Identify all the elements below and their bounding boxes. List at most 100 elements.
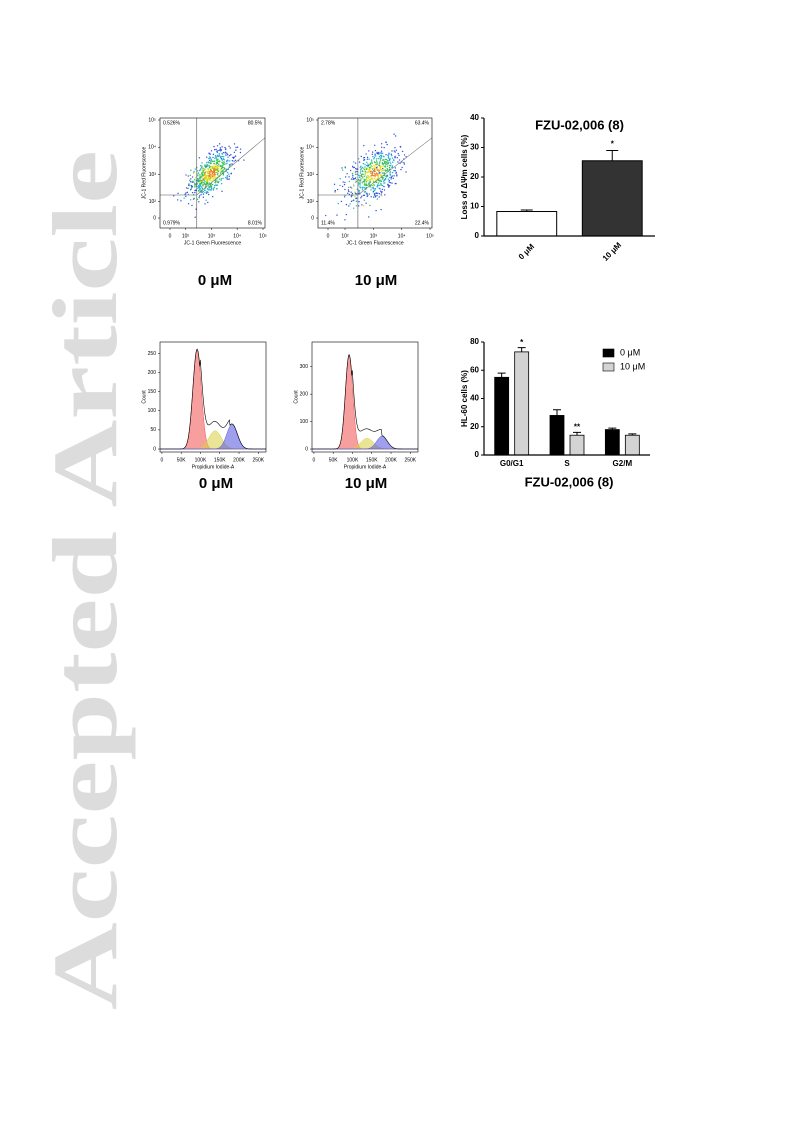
cell-dot <box>216 188 218 190</box>
cell-dot <box>209 165 211 168</box>
cell-dot <box>213 160 216 162</box>
cell-dot <box>377 169 380 171</box>
cell-dot <box>357 179 360 181</box>
cell-dot <box>394 151 396 153</box>
fit-peak <box>160 430 266 450</box>
cell-dot <box>401 161 403 163</box>
cell-dot <box>202 175 204 177</box>
cell-dot <box>396 156 398 159</box>
cell-dot <box>189 181 192 183</box>
cell-dot <box>216 184 219 186</box>
cell-dot <box>373 187 375 190</box>
cell-dot <box>239 148 242 150</box>
cell-dot <box>378 152 380 154</box>
cell-dot <box>365 168 367 171</box>
cell-dot <box>209 189 211 191</box>
cell-dot <box>213 162 215 165</box>
cell-dot <box>212 156 214 159</box>
cell-dot <box>337 188 339 191</box>
cell-dot <box>380 150 383 152</box>
error-bar <box>606 149 619 161</box>
y-tick-label: 0 <box>153 446 156 452</box>
cell-dot <box>208 182 211 184</box>
cell-dot <box>376 194 378 197</box>
cell-dot <box>349 203 351 205</box>
x-axis-title: Propidium Iodide-A <box>344 464 387 470</box>
cell-dot <box>362 194 365 197</box>
cell-dot <box>375 160 378 162</box>
cell-dot <box>355 205 358 207</box>
cell-dot <box>354 173 357 176</box>
cell-dot <box>235 149 237 151</box>
cell-dot <box>380 192 383 194</box>
cell-dot <box>387 178 390 180</box>
cell-dot <box>204 181 206 183</box>
cell-dot <box>381 170 383 172</box>
cell-dot <box>400 168 402 171</box>
cell-dot <box>373 169 376 171</box>
cell-dot <box>216 167 218 169</box>
cell-dot <box>194 183 196 186</box>
cell-dot <box>369 181 372 183</box>
cell-dot <box>210 158 212 160</box>
y-tick-label: 50 <box>150 427 156 433</box>
cell-dot <box>394 167 397 169</box>
cell-dot <box>185 187 188 189</box>
cell-dot <box>210 160 212 163</box>
error-bar <box>517 347 526 352</box>
cell-dot <box>221 165 224 167</box>
cell-dot <box>214 155 217 157</box>
cell-dot <box>226 176 228 178</box>
cell-dot <box>226 153 229 156</box>
significance-mark: * <box>611 140 615 149</box>
cell-dot <box>384 194 386 196</box>
gate-line <box>357 137 433 196</box>
cell-dot <box>210 183 212 186</box>
cell-dot <box>202 191 204 193</box>
x-tick-label: 10⁵ <box>426 233 434 239</box>
cell-dot <box>351 165 354 168</box>
y-tick-label: 10⁴ <box>306 145 314 151</box>
cell-dot <box>202 185 204 187</box>
cell-dot <box>361 166 363 168</box>
cell-dot <box>189 179 191 182</box>
cell-dot <box>218 163 220 165</box>
cell-dot <box>388 181 390 183</box>
quadrant-label: 63.4% <box>415 120 430 126</box>
cell-dot <box>375 192 377 194</box>
cell-dot <box>216 172 219 174</box>
cell-dot <box>194 177 197 179</box>
cell-dot <box>345 213 348 216</box>
cell-dot <box>370 175 372 177</box>
cell-dot <box>352 166 354 169</box>
cell-dot <box>348 190 350 193</box>
y-tick-label: 0 <box>475 231 480 240</box>
cell-dot <box>201 165 203 167</box>
histogram-outline <box>160 348 266 450</box>
cell-dot <box>363 144 365 147</box>
fit-peak <box>312 354 418 450</box>
cell-dot <box>383 174 386 177</box>
cell-dot <box>379 159 382 161</box>
cell-dot <box>354 162 357 164</box>
x-tick-label: 10³ <box>208 233 216 239</box>
cell-dot <box>220 169 222 171</box>
cell-dot <box>220 157 222 159</box>
cell-dot <box>380 143 383 145</box>
cell-dot <box>381 177 383 179</box>
cell-dot <box>343 183 346 186</box>
cell-dot <box>364 167 366 170</box>
cell-dot <box>388 153 390 155</box>
cell-dot <box>222 163 225 165</box>
cell-dot <box>386 160 389 162</box>
cell-dot <box>194 189 196 192</box>
cell-dot <box>370 189 372 191</box>
cell-dot <box>202 179 205 181</box>
cell-dot <box>387 184 389 186</box>
cell-dot <box>371 170 373 173</box>
cell-dot <box>373 156 376 159</box>
x-tick-label: 250K <box>252 457 264 463</box>
cell-dot <box>215 168 217 171</box>
cell-dot <box>363 159 366 161</box>
cell-dot <box>189 199 192 201</box>
